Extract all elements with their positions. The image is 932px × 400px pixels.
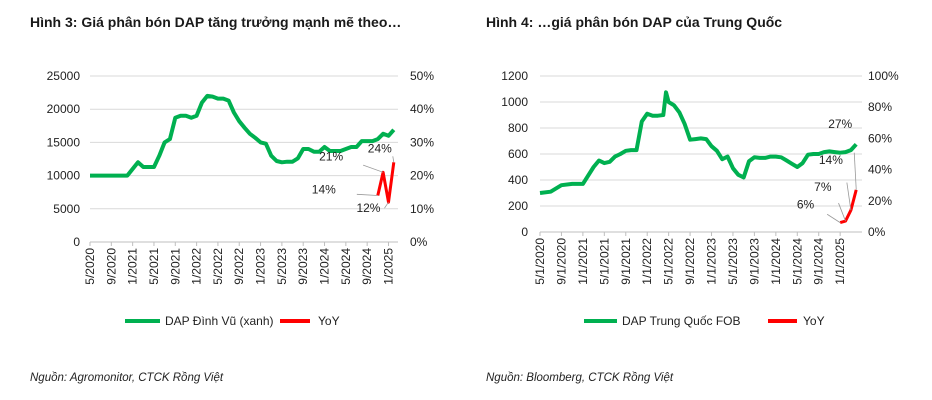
x-tick-label: 9/2023: [296, 248, 310, 285]
x-tick-label: 9/2024: [360, 248, 374, 285]
x-tick-label: 5/1/2024: [790, 238, 804, 285]
legend-label: YoY: [803, 314, 825, 328]
x-tick-label: 5/1/2023: [726, 238, 740, 285]
data-label-leader: [826, 213, 841, 223]
x-tick-label: 5/1/2021: [597, 238, 611, 285]
x-tick-label: 9/2020: [104, 248, 118, 285]
x-tick-label: 5/2024: [339, 248, 353, 285]
x-tick-label: 9/1/2024: [812, 238, 826, 285]
series-line-yoy: [376, 162, 396, 204]
data-label: 12%: [356, 201, 380, 215]
y-right-tick-label: 20%: [410, 169, 434, 183]
x-tick-label: 1/2025: [381, 248, 395, 285]
data-label-leader: [846, 182, 852, 211]
chart2-source: Nguồn: Bloomberg, CTCK Rồng Việt: [486, 372, 674, 384]
y-left-tick-label: 600: [508, 147, 528, 161]
series-line-yoy: [839, 189, 858, 225]
legend-label: DAP Trung Quốc FOB: [622, 314, 741, 328]
x-tick-label: 1/2022: [190, 248, 204, 285]
data-label: 6%: [797, 198, 815, 212]
data-label-leader: [356, 193, 378, 196]
x-tick-label: 1/2024: [318, 248, 332, 285]
y-left-tick-label: 5000: [53, 202, 80, 216]
y-left-tick-label: 1000: [501, 95, 528, 109]
x-tick-label: 5/2021: [147, 248, 161, 285]
legend-label: YoY: [318, 314, 340, 328]
data-label-leader: [853, 152, 857, 190]
x-tick-label: 9/1/2021: [619, 238, 633, 285]
x-tick-label: 1/1/2024: [769, 238, 783, 285]
data-label: 14%: [312, 183, 336, 197]
x-tick-label: 1/2021: [126, 248, 140, 285]
x-tick-label: 5/2022: [211, 248, 225, 285]
y-left-tick-label: 25000: [47, 69, 81, 83]
y-right-tick-label: 50%: [410, 69, 434, 83]
y-right-tick-label: 40%: [868, 163, 892, 177]
series-line-price: [539, 90, 858, 195]
series-line-price: [90, 93, 396, 178]
y-right-tick-label: 0%: [868, 225, 886, 239]
data-label-leader: [363, 164, 384, 173]
y-left-tick-label: 10000: [47, 169, 81, 183]
x-tick-label: 9/1/2022: [683, 238, 697, 285]
y-left-tick-label: 20000: [47, 102, 81, 116]
y-left-tick-label: 200: [508, 199, 528, 213]
chart1-title: Hình 3: Giá phân bón DAP tăng trưởng mạn…: [30, 14, 402, 30]
data-label-leader: [838, 202, 846, 222]
y-right-tick-label: 30%: [410, 135, 434, 149]
x-tick-label: 5/1/2022: [662, 238, 676, 285]
x-tick-label: 9/1/2023: [747, 238, 761, 285]
x-tick-label: 1/1/2021: [576, 238, 590, 285]
x-tick-label: 9/2022: [232, 248, 246, 285]
data-label: 24%: [368, 141, 392, 155]
x-tick-label: 1/1/2023: [705, 238, 719, 285]
x-tick-label: 1/1/2025: [833, 238, 847, 285]
y-right-tick-label: 0%: [410, 235, 428, 249]
y-right-tick-label: 100%: [868, 69, 899, 83]
x-tick-label: 9/2021: [168, 248, 182, 285]
data-label-leader: [392, 156, 395, 163]
y-right-tick-label: 60%: [868, 131, 892, 145]
y-left-tick-label: 0: [521, 225, 528, 239]
x-tick-label: 1/2023: [254, 248, 268, 285]
x-tick-label: 5/1/2020: [533, 238, 547, 285]
y-right-tick-label: 80%: [868, 100, 892, 114]
y-left-tick-label: 15000: [47, 135, 81, 149]
chart1-source: Nguồn: Agromonitor, CTCK Rồng Việt: [30, 372, 224, 384]
x-tick-label: 9/1/2020: [554, 238, 568, 285]
y-left-tick-label: 1200: [501, 69, 528, 83]
y-left-tick-label: 400: [508, 173, 528, 187]
x-tick-label: 5/2023: [275, 248, 289, 285]
data-label: 14%: [819, 153, 843, 167]
data-label: 21%: [319, 149, 343, 163]
y-left-tick-label: 0: [73, 235, 80, 249]
x-tick-label: 5/2020: [83, 248, 97, 285]
chart2-title: Hình 4: …giá phân bón DAP của Trung Quốc: [486, 14, 783, 30]
data-label: 27%: [828, 117, 852, 131]
data-label-leader: [384, 201, 389, 209]
y-right-tick-label: 20%: [868, 194, 892, 208]
y-left-tick-label: 800: [508, 121, 528, 135]
legend-label: DAP Đình Vũ (xanh): [165, 314, 274, 328]
y-right-tick-label: 40%: [410, 102, 434, 116]
y-right-tick-label: 10%: [410, 202, 434, 216]
data-label: 7%: [814, 180, 832, 194]
x-tick-label: 1/1/2022: [640, 238, 654, 285]
